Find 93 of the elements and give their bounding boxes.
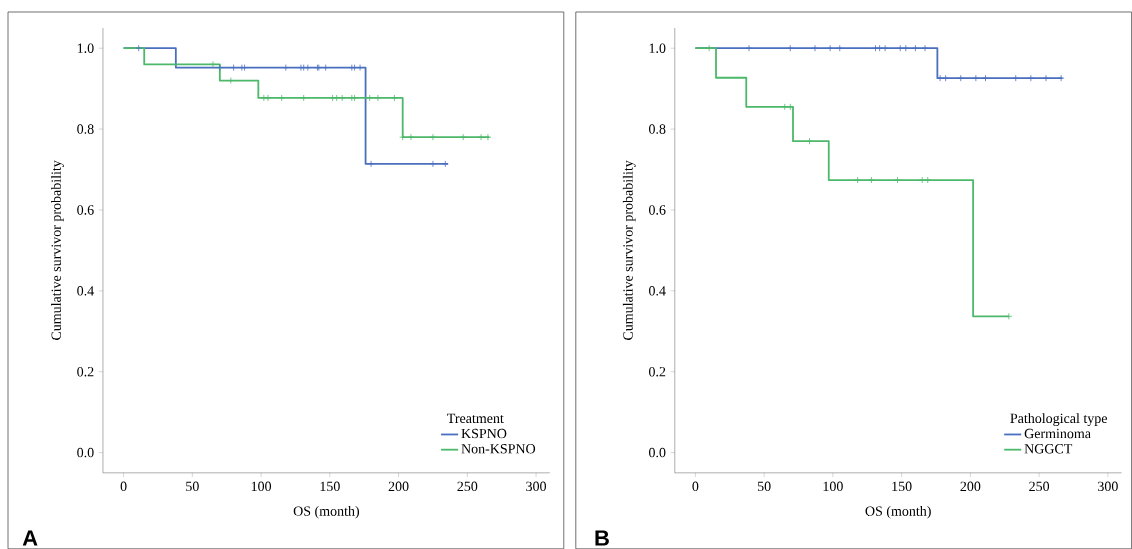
x-tick-label: 200 bbox=[388, 481, 409, 491]
point bbox=[441, 160, 449, 168]
point bbox=[333, 94, 341, 102]
point bbox=[216, 64, 224, 71]
legend-label: NGGCT bbox=[1024, 443, 1073, 454]
legend-label: Non-KSPNO bbox=[461, 443, 536, 454]
point bbox=[338, 94, 346, 102]
point bbox=[230, 64, 237, 71]
y-tick-label: 0.6 bbox=[649, 205, 666, 215]
legend-title: Pathological type bbox=[1010, 413, 1107, 426]
point bbox=[811, 44, 819, 52]
legend-label: Germinoma bbox=[1024, 428, 1091, 439]
point bbox=[896, 44, 904, 52]
point bbox=[366, 94, 374, 102]
x-tick-label: 50 bbox=[757, 481, 771, 491]
legend-title: Treatment bbox=[447, 413, 504, 423]
y-tick-label: 0.2 bbox=[77, 366, 94, 377]
x-axis-title: OS (month) bbox=[865, 505, 931, 519]
x-axis-title: OS (month) bbox=[293, 505, 360, 519]
y-axis-title: Cumulative survivor probability bbox=[622, 160, 636, 340]
x-tick-label: 250 bbox=[457, 481, 478, 491]
x-tick-label: 0 bbox=[692, 481, 699, 491]
x-tick-label: 50 bbox=[186, 481, 199, 491]
point bbox=[745, 44, 753, 52]
point bbox=[484, 133, 492, 141]
y-tick-label: 0.2 bbox=[649, 366, 666, 377]
y-tick-label: 0.0 bbox=[649, 447, 666, 458]
point bbox=[135, 44, 143, 52]
point bbox=[806, 137, 813, 145]
point bbox=[429, 160, 437, 168]
y-tick-label: 1.0 bbox=[649, 43, 666, 53]
point bbox=[921, 44, 929, 52]
point bbox=[972, 74, 980, 82]
x-tick-label: 0 bbox=[120, 481, 127, 491]
x-tick-label: 200 bbox=[960, 481, 981, 491]
point bbox=[322, 64, 330, 71]
point bbox=[881, 44, 889, 52]
point bbox=[854, 176, 862, 184]
point bbox=[367, 160, 375, 168]
point bbox=[918, 176, 926, 184]
y-tick-label: 0.4 bbox=[77, 286, 94, 296]
point bbox=[1057, 74, 1065, 82]
y-tick-label: 0.0 bbox=[77, 447, 94, 458]
text: B bbox=[595, 530, 609, 546]
point bbox=[876, 44, 884, 52]
legend-label: KSPNO bbox=[461, 428, 507, 439]
point bbox=[1042, 74, 1050, 82]
point bbox=[374, 94, 382, 102]
point bbox=[894, 176, 901, 184]
point bbox=[1012, 74, 1020, 82]
point bbox=[1005, 312, 1013, 320]
point bbox=[300, 94, 308, 102]
point bbox=[356, 64, 364, 71]
text: A bbox=[22, 530, 38, 546]
x-tick-label: 300 bbox=[1098, 481, 1118, 491]
x-tick-label: 100 bbox=[823, 481, 843, 491]
point bbox=[260, 94, 268, 102]
point bbox=[786, 103, 794, 111]
y-tick-label: 1.0 bbox=[77, 43, 94, 53]
point bbox=[264, 94, 272, 102]
point bbox=[278, 94, 286, 102]
x-tick-label: 250 bbox=[1029, 481, 1050, 491]
y-axis-title: Cumulative survivor probability bbox=[51, 160, 64, 340]
point bbox=[329, 94, 336, 102]
point bbox=[911, 44, 919, 52]
point bbox=[459, 133, 467, 141]
point bbox=[786, 44, 794, 52]
point bbox=[282, 64, 290, 71]
point bbox=[924, 176, 932, 184]
x-tick-label: 150 bbox=[320, 481, 340, 491]
point bbox=[351, 94, 358, 102]
x-tick-label: 150 bbox=[892, 481, 912, 491]
point bbox=[209, 60, 217, 68]
point bbox=[304, 64, 312, 71]
point bbox=[1027, 74, 1035, 82]
y-tick-label: 0.8 bbox=[77, 124, 94, 134]
point bbox=[477, 133, 485, 141]
point bbox=[399, 133, 407, 141]
point bbox=[902, 44, 910, 52]
point bbox=[407, 133, 415, 141]
y-tick-label: 0.6 bbox=[77, 205, 94, 215]
point bbox=[391, 94, 398, 102]
x-tick-label: 300 bbox=[526, 481, 547, 491]
point bbox=[867, 176, 875, 184]
point bbox=[957, 74, 965, 82]
y-tick-label: 0.4 bbox=[649, 286, 666, 296]
point bbox=[826, 44, 834, 52]
point bbox=[942, 74, 950, 82]
x-tick-label: 100 bbox=[251, 481, 272, 491]
y-tick-label: 0.8 bbox=[649, 124, 666, 134]
point bbox=[836, 44, 844, 52]
point bbox=[781, 103, 789, 111]
point bbox=[429, 133, 437, 141]
